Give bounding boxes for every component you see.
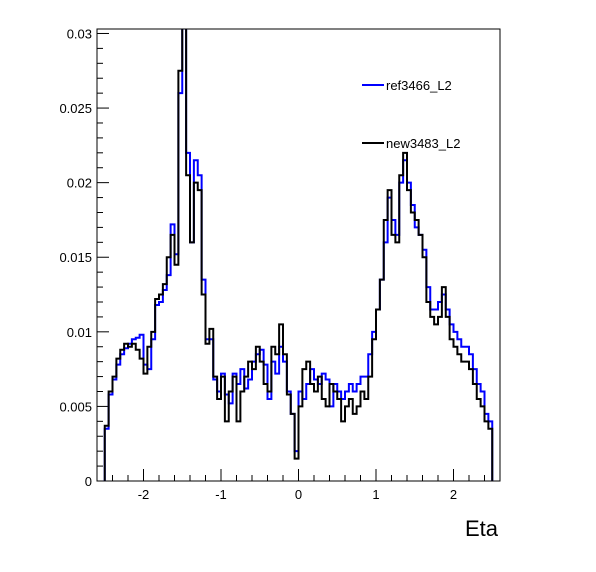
y-tick-label: 0.025 bbox=[59, 101, 92, 116]
x-axis-title: Eta bbox=[465, 516, 499, 541]
x-tick-label: -1 bbox=[215, 487, 227, 502]
series-new3483-histogram bbox=[103, 29, 494, 481]
y-tick-label: 0.02 bbox=[67, 176, 92, 191]
legend-label-new3483: new3483_L2 bbox=[386, 136, 460, 151]
series-layer bbox=[103, 29, 494, 481]
x-tick-label: 0 bbox=[295, 487, 302, 502]
axis-tick-labels: -2 -1 0 1 2 0 0.005 0.01 0.015 0.02 0.025 0.03 bbox=[59, 26, 457, 502]
legend-label-ref3466: ref3466_L2 bbox=[386, 78, 452, 93]
y-tick-label: 0.01 bbox=[67, 325, 92, 340]
y-tick-label: 0.015 bbox=[59, 250, 92, 265]
y-tick-label: 0.03 bbox=[67, 26, 92, 41]
x-tick-label: -2 bbox=[138, 487, 150, 502]
x-tick-label: 2 bbox=[450, 487, 457, 502]
y-tick-label: 0.005 bbox=[59, 399, 92, 414]
y-tick-label: 0 bbox=[85, 474, 92, 489]
axis-ticks bbox=[96, 32, 501, 482]
x-tick-label: 1 bbox=[372, 487, 379, 502]
legend: ref3466_L2 new3483_L2 bbox=[362, 78, 460, 151]
